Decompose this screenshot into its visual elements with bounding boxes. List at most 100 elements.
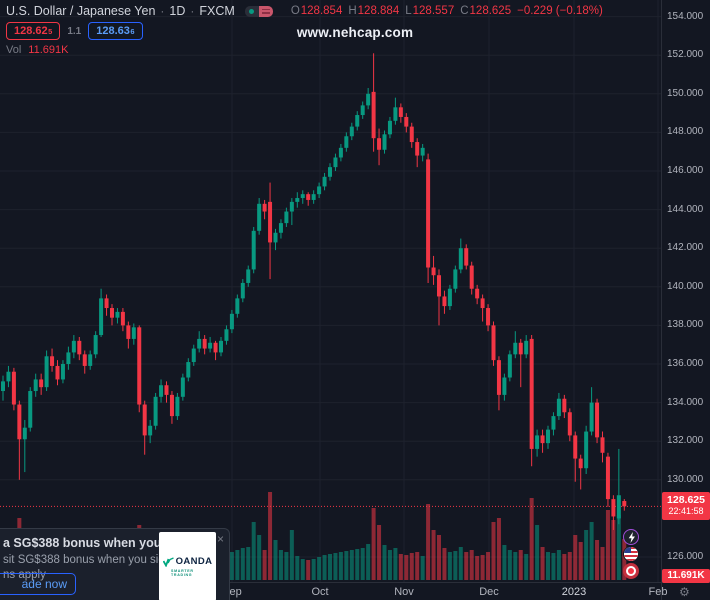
- candle-body: [513, 342, 518, 355]
- candle-body: [524, 340, 529, 355]
- volume-bar: [317, 557, 322, 580]
- close-icon[interactable]: ×: [217, 532, 225, 546]
- candle-body: [55, 365, 60, 380]
- candle-body: [99, 298, 104, 336]
- trade-now-button[interactable]: ade now: [0, 573, 76, 595]
- candle-body: [219, 340, 223, 353]
- candle-body: [589, 402, 594, 432]
- price-tick-label: 132.000: [667, 435, 704, 447]
- symbol-title[interactable]: U.S. Dollar / Japanese Yen: [6, 4, 156, 18]
- candle-body: [426, 159, 431, 268]
- candle-body: [257, 203, 262, 231]
- candle-body: [300, 194, 305, 199]
- volume-bar: [235, 550, 240, 580]
- us-flag-icon[interactable]: [623, 546, 639, 562]
- candle-body: [262, 203, 267, 212]
- ad-subtitle: sit SG$388 bonus when you sign up.: [3, 554, 191, 566]
- candle-body: [6, 371, 11, 382]
- buy-button[interactable]: 128.63 6: [88, 22, 143, 40]
- volume-readout: Vol 11.691K: [6, 44, 68, 56]
- price-tick-label: 136.000: [667, 358, 704, 369]
- price-tick-label: 154.000: [667, 10, 704, 22]
- candle-body: [360, 105, 365, 116]
- candle-body: [44, 356, 49, 388]
- ohlc-readout: O 128.854 H 128.884 L 128.557 C 128.625 −0.2…: [285, 5, 603, 17]
- volume-bar: [377, 525, 382, 580]
- close-key: C: [460, 5, 469, 17]
- volume-bar: [306, 560, 311, 580]
- candle-body: [197, 338, 202, 349]
- open-value: 128.854: [300, 5, 343, 17]
- volume-bar: [338, 552, 343, 580]
- price-tick-label: 126.000: [667, 551, 704, 562]
- price-tick-label: 146.000: [667, 165, 704, 176]
- flag-glyph: [624, 547, 638, 561]
- volume-bar: [458, 547, 463, 580]
- volume-bar: [480, 555, 485, 580]
- volume-bar: [387, 550, 392, 580]
- candle-body: [475, 288, 480, 299]
- axis-settings-gear-icon[interactable]: ⚙: [679, 585, 690, 599]
- low-key: L: [405, 5, 412, 17]
- volume-bar: [540, 547, 545, 580]
- price-tick-label: 148.000: [667, 126, 704, 138]
- candle-body: [11, 371, 16, 405]
- high-value: 128.884: [357, 5, 400, 17]
- volume-bar: [257, 535, 262, 580]
- volume-bar: [284, 552, 289, 580]
- watermark: www.nehcap.com: [296, 25, 414, 40]
- volume-bar: [262, 550, 267, 580]
- candle-body: [491, 325, 496, 361]
- candle-body: [317, 186, 322, 195]
- candle-body: [540, 435, 545, 444]
- volume-bar: [289, 530, 294, 580]
- candle-body: [213, 342, 218, 353]
- volume-bar: [382, 545, 387, 580]
- oanda-ad-tile[interactable]: OANDA SMARTER TRADING: [159, 532, 216, 600]
- symbol-toggle[interactable]: [244, 5, 273, 17]
- candle-body: [208, 342, 213, 349]
- volume-bar: [295, 556, 300, 580]
- volume-bar: [404, 555, 409, 580]
- candle-body: [328, 167, 332, 177]
- volume-bar: [322, 555, 327, 580]
- volume-bar: [426, 504, 431, 580]
- candle-body: [431, 267, 436, 276]
- volume-bar: [409, 553, 414, 580]
- low-value: 128.557: [412, 5, 455, 17]
- price-tick-label: 130.000: [667, 473, 704, 485]
- price-tick-label: 134.000: [667, 396, 704, 408]
- candle-body: [93, 335, 98, 355]
- volume-bar: [507, 550, 512, 580]
- interval-label[interactable]: 1D: [169, 4, 186, 18]
- volume-bar: [496, 518, 501, 580]
- candle-body: [584, 431, 589, 469]
- candle-body: [622, 501, 627, 507]
- volume-bar: [595, 540, 600, 580]
- record-icon[interactable]: [623, 563, 639, 579]
- time-tick-label: Feb: [648, 586, 668, 598]
- candle-body: [153, 396, 158, 426]
- candle-body: [28, 391, 33, 428]
- spread-value: 1.1: [67, 25, 82, 37]
- candle-body: [355, 115, 360, 127]
- candle-body: [567, 412, 572, 436]
- volume-bar: [371, 508, 376, 580]
- time-tick-label: Nov: [394, 586, 414, 598]
- last-price-label: 128.625 22:41:58: [662, 492, 710, 520]
- volume-bar: [420, 556, 425, 580]
- candle-body: [611, 499, 616, 517]
- time-tick-label: 2023: [561, 586, 587, 598]
- volume-bar: [502, 545, 507, 580]
- candle-body: [573, 435, 578, 459]
- lightning-icon[interactable]: [623, 529, 639, 545]
- candle-body: [404, 116, 409, 127]
- volume-bar: [398, 554, 403, 580]
- exchange-label[interactable]: FXCM: [199, 4, 235, 18]
- volume-bar: [584, 530, 589, 580]
- volume-bar: [344, 551, 349, 580]
- sell-button[interactable]: 128.62 5: [6, 22, 61, 40]
- volume-bar: [600, 547, 605, 580]
- ad-banner: a SG$388 bonus when you sign up. sit SG$…: [0, 528, 230, 600]
